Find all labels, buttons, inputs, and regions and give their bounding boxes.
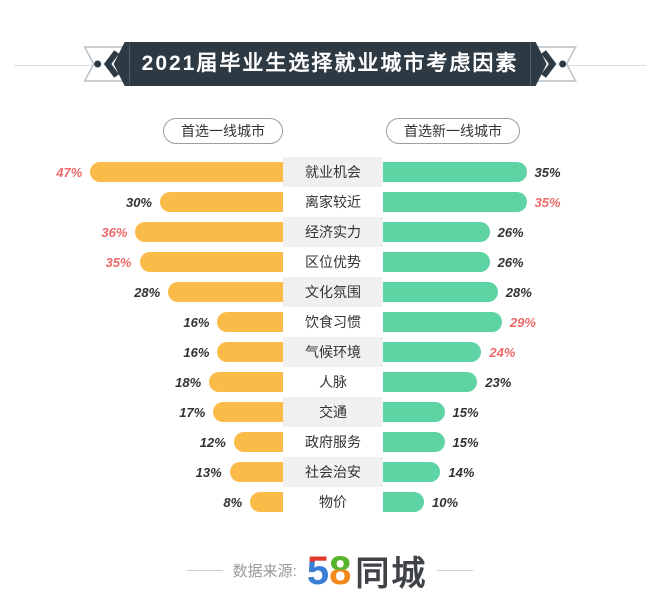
page-title: 2021届毕业生选择就业城市考虑因素	[129, 42, 531, 86]
left-value-label: 28%	[134, 284, 161, 300]
left-bar	[229, 462, 283, 482]
left-value-label: 30%	[125, 194, 152, 210]
logo-digit-5: 5 5	[306, 548, 330, 593]
right-value-label: 24%	[489, 344, 516, 360]
category-label: 经济实力	[283, 217, 383, 247]
category-label: 文化氛围	[283, 277, 383, 307]
right-bar	[383, 432, 445, 452]
category-label: 人脉	[319, 374, 347, 390]
left-value-label: 16%	[183, 314, 210, 330]
category-label: 区位优势	[305, 254, 361, 270]
legend-first-tier: 首选一线城市	[163, 118, 283, 144]
left-bar	[213, 402, 283, 422]
chart-row: 16% 气候环境 24%	[0, 337, 660, 367]
legend-new-first-tier: 首选新一线城市	[386, 118, 520, 144]
footer-rule-right	[437, 570, 474, 571]
right-value-label: 29%	[509, 314, 536, 330]
left-bar	[217, 312, 283, 332]
left-bar	[250, 492, 283, 512]
right-value-label: 15%	[452, 404, 479, 420]
right-bar	[383, 252, 490, 272]
ribbon-tail-right-icon	[530, 42, 580, 86]
chart-row: 28% 文化氛围 28%	[0, 277, 660, 307]
left-bar	[90, 162, 283, 182]
right-value-label: 10%	[432, 494, 459, 510]
logo-58tongcheng: 5 5 8 8 同城	[307, 546, 428, 595]
right-value-label: 35%	[534, 194, 561, 210]
right-value-label: 23%	[485, 374, 512, 390]
left-bar	[217, 342, 283, 362]
chart-row: 30% 离家较近 35%	[0, 187, 660, 217]
left-bar	[135, 222, 283, 242]
chart-row: 8% 物价 10%	[0, 487, 660, 517]
chart-row: 36% 经济实力 26%	[0, 217, 660, 247]
category-label: 气候环境	[283, 337, 383, 367]
category-label: 饮食习惯	[305, 314, 361, 330]
category-label: 离家较近	[305, 194, 361, 210]
left-bar	[209, 372, 283, 392]
left-bar	[160, 192, 283, 212]
left-bar	[139, 252, 283, 272]
right-bar	[383, 492, 424, 512]
right-bar	[383, 372, 478, 392]
chart-rows: 47% 就业机会 35% 30% 离家较近 35% 36% 经济实力 26% 35% 区位优势 26%…	[0, 157, 660, 517]
left-value-label: 8%	[223, 494, 243, 510]
category-label: 政府服务	[305, 434, 361, 450]
left-value-label: 12%	[199, 434, 226, 450]
right-value-label: 26%	[497, 224, 524, 240]
chart-row: 12% 政府服务 15%	[0, 427, 660, 457]
chart-row: 13% 社会治安 14%	[0, 457, 660, 487]
title-ribbon: 2021届毕业生选择就业城市考虑因素	[0, 42, 660, 88]
left-value-label: 17%	[179, 404, 206, 420]
right-value-label: 26%	[497, 254, 524, 270]
right-value-label: 35%	[534, 164, 561, 180]
right-bar	[383, 192, 527, 212]
right-bar	[383, 342, 482, 362]
footer-rule-left	[186, 570, 223, 571]
chart-row: 47% 就业机会 35%	[0, 157, 660, 187]
logo-digit-8: 8 8	[329, 548, 352, 593]
left-value-label: 18%	[175, 374, 202, 390]
logo-text-tongcheng: 同城	[355, 555, 428, 593]
right-bar	[383, 462, 441, 482]
footer: 数据来源: 5 5 8 8 同城	[0, 546, 660, 595]
right-bar	[383, 402, 445, 422]
data-source-label: 数据来源:	[232, 563, 297, 580]
category-label: 物价	[319, 494, 347, 510]
category-label: 社会治安	[283, 457, 383, 487]
left-value-label: 47%	[56, 164, 83, 180]
left-value-label: 35%	[105, 254, 132, 270]
chart-row: 17% 交通 15%	[0, 397, 660, 427]
chart-row: 18% 人脉 23%	[0, 367, 660, 397]
left-value-label: 36%	[101, 224, 128, 240]
chart-row: 35% 区位优势 26%	[0, 247, 660, 277]
right-bar	[383, 282, 498, 302]
right-value-label: 15%	[452, 434, 479, 450]
category-label: 交通	[283, 397, 383, 427]
right-value-label: 14%	[448, 464, 475, 480]
chart-row: 16% 饮食习惯 29%	[0, 307, 660, 337]
ribbon-tail-left-icon	[80, 42, 130, 86]
left-bar	[168, 282, 283, 302]
category-label: 就业机会	[283, 157, 383, 187]
right-bar	[383, 222, 490, 242]
right-value-label: 28%	[505, 284, 532, 300]
left-value-label: 13%	[195, 464, 222, 480]
left-bar	[233, 432, 283, 452]
left-value-label: 16%	[183, 344, 210, 360]
right-bar	[383, 162, 527, 182]
legend: 首选一线城市 首选新一线城市	[0, 118, 660, 144]
right-bar	[383, 312, 502, 332]
